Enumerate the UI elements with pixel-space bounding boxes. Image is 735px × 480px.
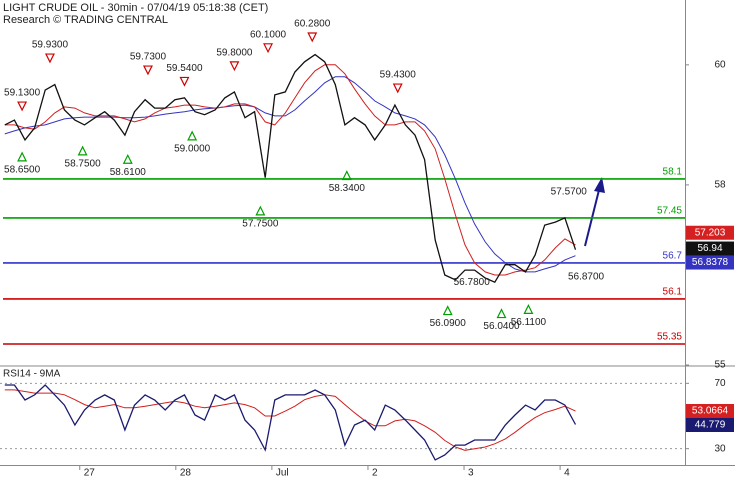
price-tag-label: 44.779 bbox=[695, 420, 726, 431]
low-marker bbox=[77, 145, 88, 156]
low-marker bbox=[496, 308, 507, 319]
annotation-label: 59.4300 bbox=[380, 70, 417, 81]
series-line bbox=[4, 64, 576, 276]
high-marker bbox=[142, 65, 153, 76]
annotation-label: 59.0000 bbox=[174, 144, 211, 155]
annotation-label: 58.3400 bbox=[329, 183, 366, 194]
x-tick-label: 28 bbox=[180, 468, 192, 479]
x-tick-label: Jul bbox=[276, 468, 289, 479]
price-tag-label: 56.8378 bbox=[692, 257, 729, 268]
y-tick-label: 70 bbox=[714, 378, 726, 389]
low-marker bbox=[341, 170, 352, 181]
price-tag-label: 57.203 bbox=[695, 227, 726, 238]
y-tick-label: 55 bbox=[714, 360, 726, 371]
x-tick-label: 27 bbox=[84, 468, 96, 479]
rsi-title: RSI14 - 9MA bbox=[3, 369, 61, 380]
high-marker bbox=[307, 32, 318, 43]
high-marker bbox=[17, 101, 28, 112]
series-line bbox=[4, 76, 576, 273]
low-marker bbox=[122, 153, 133, 164]
high-marker bbox=[392, 83, 403, 94]
price-tag bbox=[686, 241, 734, 256]
annotation-label: 58.6500 bbox=[4, 165, 41, 176]
y-tick-label: 30 bbox=[714, 443, 726, 454]
annotation-label: 58.6100 bbox=[110, 167, 147, 178]
y-tick-label: 60 bbox=[714, 59, 726, 70]
price-tag bbox=[686, 225, 734, 240]
series-line bbox=[4, 384, 577, 461]
low-marker bbox=[17, 151, 28, 162]
annotation-label: 59.9300 bbox=[32, 40, 69, 51]
annotation-label: 56.7800 bbox=[454, 277, 491, 288]
high-marker bbox=[44, 53, 55, 64]
series-line bbox=[4, 389, 576, 451]
annotation-label: 60.1000 bbox=[250, 29, 287, 40]
annotation-label: 56.8700 bbox=[568, 271, 605, 282]
annotation-label: 59.8000 bbox=[216, 47, 253, 58]
level-label: 57.45 bbox=[657, 206, 682, 217]
y-tick-label: 58 bbox=[714, 180, 726, 191]
high-marker bbox=[263, 43, 274, 54]
high-marker bbox=[229, 61, 240, 72]
x-tick-label: 3 bbox=[468, 468, 474, 479]
level-label: 58.1 bbox=[663, 167, 683, 178]
series-line bbox=[4, 53, 577, 284]
price-tag bbox=[686, 255, 734, 270]
price-tag bbox=[686, 403, 734, 418]
price-tag-label: 56.94 bbox=[697, 243, 722, 254]
price-tag bbox=[686, 417, 734, 432]
annotation-label: 56.0900 bbox=[430, 318, 467, 329]
high-marker bbox=[179, 76, 190, 87]
low-marker bbox=[442, 305, 453, 316]
level-label: 56.7 bbox=[663, 251, 683, 262]
chart-subtitle: Research © TRADING CENTRAL bbox=[3, 14, 168, 26]
annotation-label: 59.7300 bbox=[130, 52, 167, 63]
annotation-label: 59.5400 bbox=[166, 63, 203, 74]
annotation-label: 57.7500 bbox=[242, 219, 279, 230]
arrow-head bbox=[594, 177, 605, 193]
annotation-label: 60.2800 bbox=[294, 19, 331, 30]
low-marker bbox=[187, 130, 198, 141]
low-marker bbox=[255, 205, 266, 216]
annotation-label: 57.5700 bbox=[551, 186, 588, 197]
x-tick-label: 4 bbox=[564, 468, 570, 479]
annotation-label: 56.1100 bbox=[511, 317, 547, 328]
annotation-label: 58.7500 bbox=[65, 159, 102, 170]
x-tick-label: 2 bbox=[372, 468, 378, 479]
price-tag-label: 53.0664 bbox=[692, 406, 729, 417]
annotation-label: 56.0400 bbox=[483, 321, 520, 332]
annotation-label: 59.1300 bbox=[4, 88, 41, 99]
level-label: 55.35 bbox=[657, 332, 682, 343]
chart-title: LIGHT CRUDE OIL - 30min - 07/04/19 05:18… bbox=[3, 2, 268, 14]
low-marker bbox=[523, 304, 534, 314]
level-label: 56.1 bbox=[663, 287, 683, 298]
